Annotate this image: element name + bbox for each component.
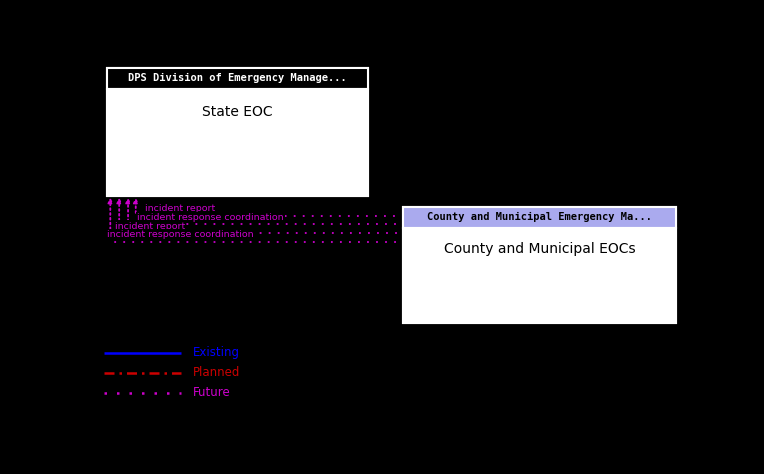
Text: Planned: Planned bbox=[193, 366, 241, 379]
Bar bbox=[107, 89, 368, 196]
Bar bbox=[403, 228, 676, 323]
Text: Existing: Existing bbox=[193, 346, 240, 359]
Bar bbox=[403, 207, 676, 228]
Text: DPS Division of Emergency Manage...: DPS Division of Emergency Manage... bbox=[128, 73, 347, 83]
Text: incident response coordination: incident response coordination bbox=[137, 213, 283, 222]
Text: incident report: incident report bbox=[115, 222, 186, 231]
Text: County and Municipal EOCs: County and Municipal EOCs bbox=[444, 242, 636, 256]
Text: incident response coordination: incident response coordination bbox=[107, 230, 254, 239]
Bar bbox=[403, 207, 676, 323]
Bar bbox=[107, 68, 368, 196]
Bar bbox=[107, 68, 368, 89]
Text: State EOC: State EOC bbox=[202, 105, 273, 119]
Text: Future: Future bbox=[193, 386, 231, 399]
Text: County and Municipal Emergency Ma...: County and Municipal Emergency Ma... bbox=[427, 212, 652, 222]
Text: incident report: incident report bbox=[144, 204, 215, 213]
